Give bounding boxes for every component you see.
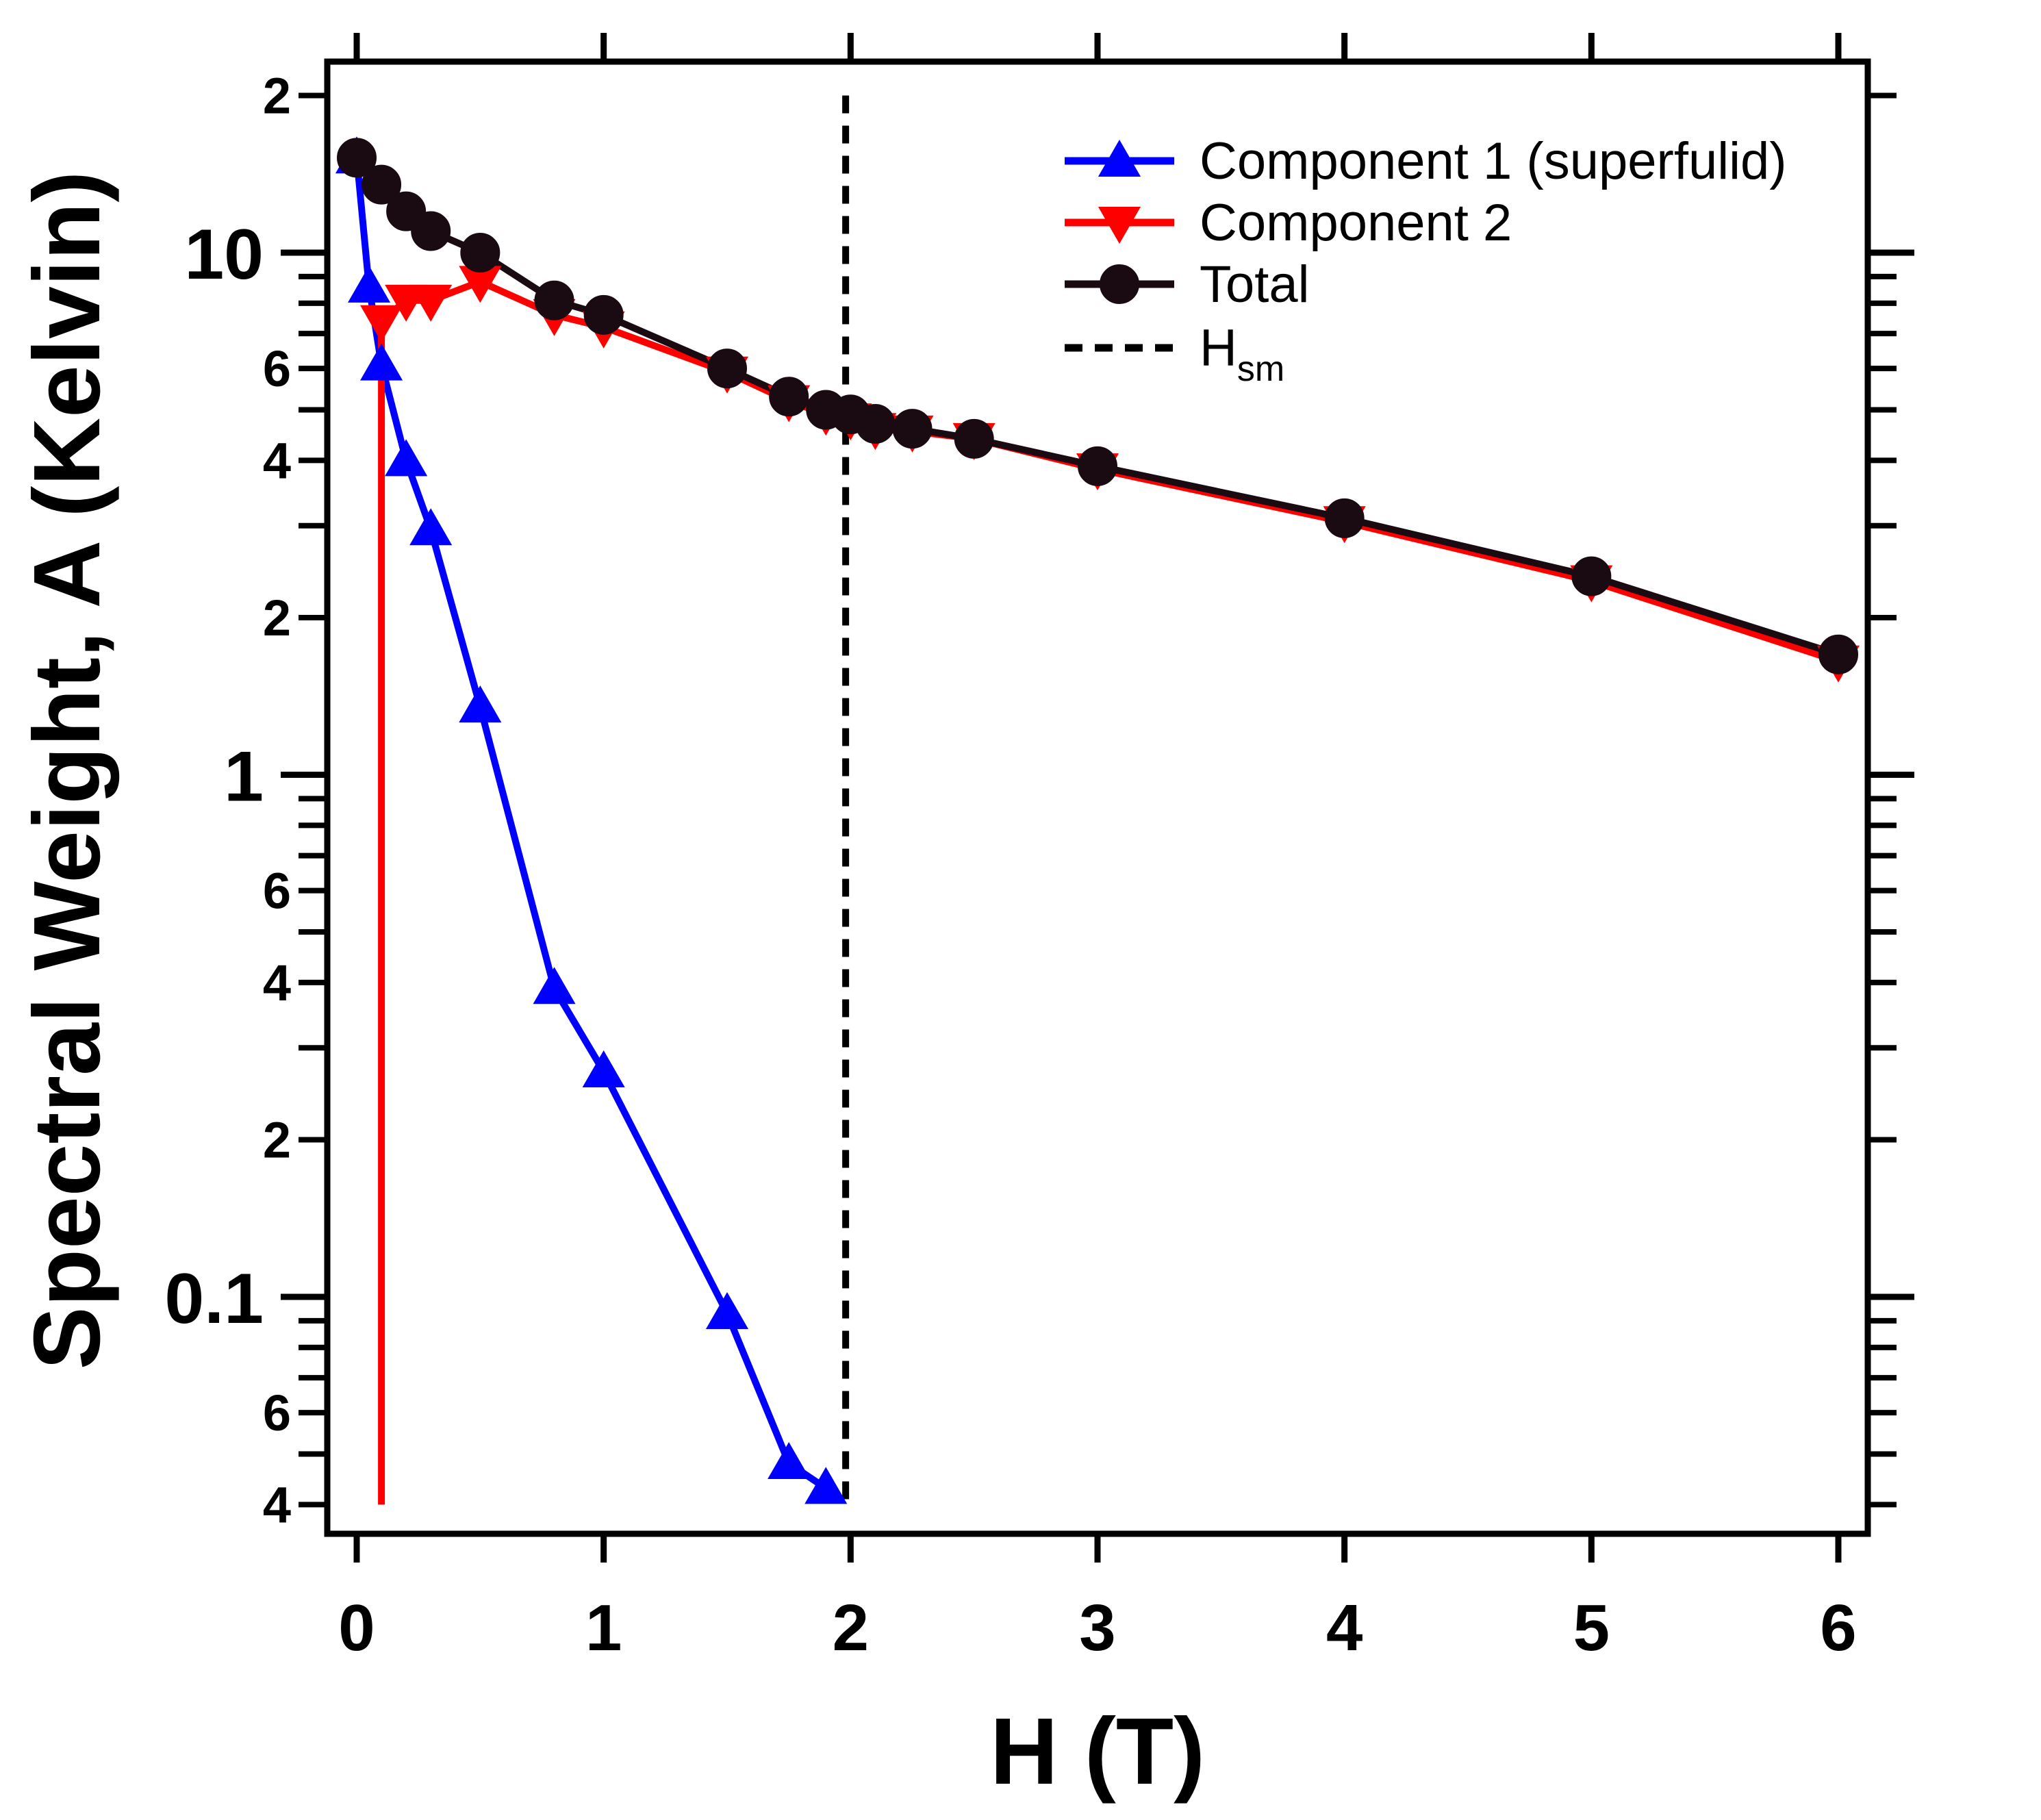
y-major-tick-label: 0.1 xyxy=(164,1259,264,1339)
x-tick-label: 1 xyxy=(585,1591,622,1665)
data-point-3 xyxy=(1326,499,1364,538)
y-minor-tick-label: 4 xyxy=(263,1476,291,1533)
legend-marker-3 xyxy=(1100,265,1139,303)
spectral-weight-chart: 0 1 2 3 4 5 6 0.1 1 10 4 6 2 4 6 2 4 6 2 Component 1 (supe… xyxy=(0,0,2041,1820)
y-major-tick-label: 1 xyxy=(224,737,264,817)
legend-label-hsm: Hsm xyxy=(1200,319,1284,389)
y-minor-tick-label: 6 xyxy=(263,340,291,397)
x-axis-title: H (T) xyxy=(990,1699,1205,1804)
x-tick-label: 3 xyxy=(1079,1591,1115,1665)
data-point-1 xyxy=(533,967,575,1004)
x-tick-label: 2 xyxy=(833,1591,869,1665)
data-point-1 xyxy=(409,508,452,545)
series-line-3 xyxy=(357,157,1838,655)
y-minor-tick-label: 2 xyxy=(263,1111,291,1168)
data-point-1 xyxy=(706,1292,748,1329)
data-point-1 xyxy=(459,685,501,722)
legend-label-hsm-main: H xyxy=(1200,319,1237,377)
data-point-3 xyxy=(1819,635,1858,674)
data-point-1 xyxy=(385,439,427,476)
data-point-3 xyxy=(411,212,450,250)
legend-label-2: Component 2 xyxy=(1200,194,1512,252)
y-minor-tick-label: 6 xyxy=(263,1385,291,1441)
data-point-3 xyxy=(1078,447,1117,485)
data-point-3 xyxy=(893,409,932,448)
data-point-3 xyxy=(461,233,499,272)
y-axis-title: Spectral Weight, A (Kelvin) xyxy=(14,171,120,1370)
data-point-3 xyxy=(856,405,894,443)
x-tick-label: 6 xyxy=(1820,1591,1856,1665)
data-point-2 xyxy=(360,305,403,342)
data-point-1 xyxy=(768,1442,810,1479)
y-minor-tick-label: 6 xyxy=(263,863,291,920)
data-point-1 xyxy=(804,1467,847,1504)
series-line-1 xyxy=(357,157,826,1488)
data-point-1 xyxy=(583,1050,625,1087)
y-minor-tick-label: 2 xyxy=(263,590,291,646)
data-point-1 xyxy=(360,344,403,381)
data-point-3 xyxy=(955,420,993,458)
y-minor-tick-label: 2 xyxy=(263,67,291,124)
data-point-3 xyxy=(1572,557,1610,596)
y-minor-tick-label: 4 xyxy=(263,432,291,489)
legend-label-1: Component 1 (superfulid) xyxy=(1200,132,1787,190)
legend-label-hsm-sub: sm xyxy=(1237,349,1284,389)
legend-label-3: Total xyxy=(1200,255,1310,314)
y-minor-tick-label: 4 xyxy=(263,955,291,1011)
data-point-1 xyxy=(348,266,390,303)
y-major-tick-label: 10 xyxy=(184,215,264,294)
data-point-3 xyxy=(708,349,746,388)
x-tick-label: 5 xyxy=(1573,1591,1610,1665)
data-point-3 xyxy=(585,296,623,334)
x-tick-label: 4 xyxy=(1326,1591,1362,1665)
data-point-3 xyxy=(535,281,574,320)
data-point-3 xyxy=(770,377,808,416)
x-tick-label: 0 xyxy=(338,1591,375,1665)
